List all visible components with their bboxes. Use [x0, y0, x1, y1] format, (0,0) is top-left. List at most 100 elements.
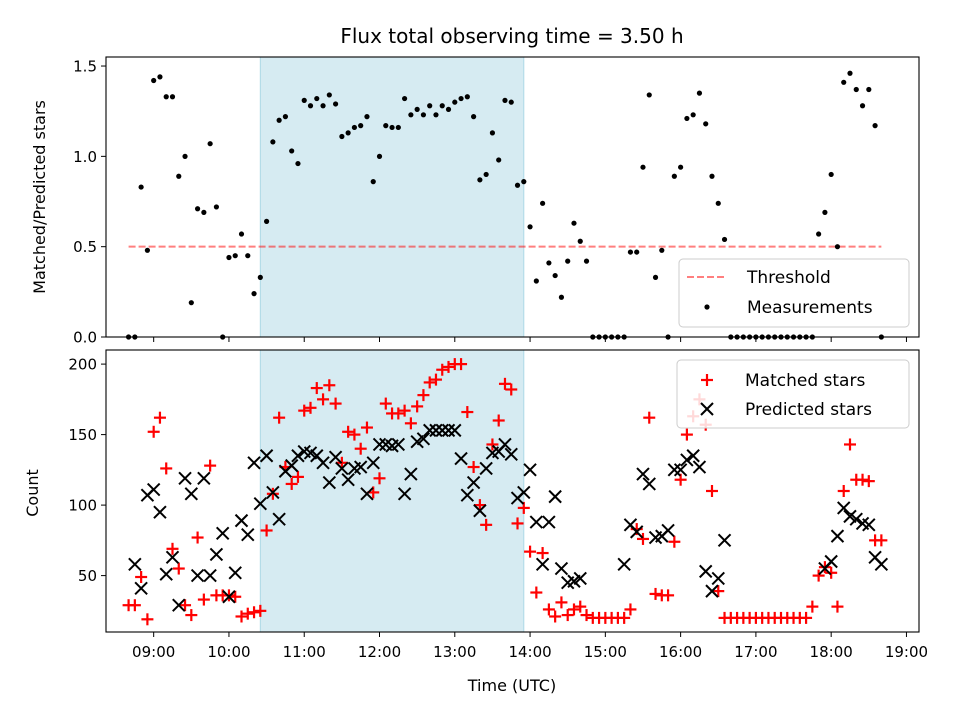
predicted-star-point-b	[335, 461, 349, 476]
predicted-star-point	[642, 477, 656, 491]
predicted-star-point-b	[272, 512, 286, 526]
matched-star-point	[260, 524, 273, 537]
predicted-star-point-b	[297, 444, 311, 459]
matched-star-point	[166, 542, 179, 555]
predicted-star-point-b	[234, 513, 249, 528]
predicted-star-point-b	[165, 550, 180, 564]
legend-predicted-swatch-b	[700, 402, 714, 416]
predicted-star-point-b	[504, 447, 518, 462]
x-tick-label: 16:00	[659, 643, 702, 661]
matched-star-point	[549, 610, 562, 623]
matched-star-point	[442, 360, 455, 373]
predicted-star-point-b	[284, 458, 299, 473]
predicted-star-point-b	[849, 512, 863, 526]
matched-star-point	[423, 376, 436, 389]
matched-star-point	[530, 586, 543, 599]
matched-star-point	[179, 599, 192, 612]
top-legend: Threshold Measurements	[678, 258, 910, 328]
predicted-star-point	[234, 513, 249, 528]
predicted-star-point	[159, 567, 173, 581]
measurement-point	[640, 164, 646, 170]
predicted-star-point	[554, 561, 569, 576]
predicted-star-point-b	[711, 571, 725, 586]
top-plot-area: 0.0 0.5 1.0 1.5 Threshold Measurements	[73, 56, 920, 347]
predicted-star-point-b	[372, 437, 387, 452]
x-tick-label: 15:00	[584, 643, 627, 661]
predicted-star-point-b	[667, 463, 682, 477]
measurement-point	[351, 124, 358, 131]
matched-star-point	[875, 534, 888, 547]
measurement-point	[276, 117, 282, 123]
predicted-star-point	[535, 557, 550, 572]
measurement-point	[571, 220, 577, 226]
predicted-star-point	[366, 456, 380, 470]
matched-star-point	[128, 599, 141, 612]
measurement-point	[376, 153, 383, 159]
measurement-point	[678, 164, 684, 170]
legend-matched-swatch	[701, 374, 713, 386]
matched-star-point	[473, 499, 486, 512]
measurement-point	[577, 238, 583, 244]
predicted-star-point-b	[636, 467, 650, 481]
matched-star-point	[404, 417, 417, 430]
predicted-star-point-b	[843, 509, 857, 524]
measurement-point	[715, 200, 721, 206]
predicted-star-point	[617, 557, 631, 572]
measurement-point	[646, 92, 652, 98]
predicted-star-point-b	[209, 547, 224, 562]
matched-star-point	[486, 438, 499, 451]
predicted-star-point-b	[498, 437, 512, 452]
matched-star-point	[235, 610, 248, 623]
predicted-star-point	[874, 557, 889, 572]
predicted-star-point	[272, 512, 286, 526]
measurement-point	[389, 124, 395, 131]
matched-star-point	[837, 485, 850, 497]
predicted-star-point-b	[146, 482, 161, 497]
predicted-star-point	[830, 529, 845, 543]
matched-star-point	[618, 611, 631, 624]
bottom-y-tick-label: 200	[68, 356, 97, 374]
predicted-star-point-b	[259, 449, 274, 463]
matched-star-point	[480, 518, 493, 531]
measurement-point	[872, 123, 878, 129]
predicted-star-point-b	[535, 557, 550, 572]
matched-star-point	[392, 407, 405, 420]
matched-star-point	[298, 404, 311, 417]
predicted-star-point	[197, 471, 211, 486]
measurement-point	[433, 112, 439, 118]
predicted-star-point	[341, 473, 355, 487]
predicted-star-point	[523, 463, 537, 477]
matched-star-point	[310, 382, 323, 395]
matched-star-point	[492, 414, 505, 427]
matched-star-point	[436, 363, 449, 376]
matched-star-point	[536, 547, 549, 560]
predicted-star-point-b	[448, 423, 462, 438]
measurement-point	[709, 173, 715, 179]
measurement-point	[395, 124, 401, 131]
matched-star-point	[498, 377, 511, 390]
predicted-star-point	[165, 550, 180, 564]
predicted-star-point	[266, 485, 280, 500]
measurement-point	[565, 258, 571, 264]
predicted-star-point	[209, 547, 224, 562]
measurement-point	[627, 249, 634, 255]
legend-predicted-label: Predicted stars	[745, 400, 872, 420]
measurement-point	[828, 171, 834, 178]
matched-star-point	[705, 485, 718, 497]
matched-star-point	[580, 609, 593, 622]
measurement-point	[540, 200, 546, 206]
measurement-point	[489, 130, 496, 136]
matched-star-point	[806, 600, 819, 613]
top-panel: Flux total observing time = 3.50 h Match…	[30, 24, 920, 347]
predicted-star-point-b	[460, 488, 475, 502]
top-y-tick-label: 0.0	[73, 329, 97, 347]
predicted-star-point	[686, 449, 700, 463]
matched-star-point	[643, 411, 656, 424]
predicted-star-point-b	[322, 475, 337, 490]
predicted-star-point	[460, 488, 475, 502]
measurement-point	[445, 106, 452, 112]
matched-star-point	[348, 428, 361, 441]
matched-star-point	[241, 607, 254, 620]
predicted-star-point	[692, 460, 707, 474]
